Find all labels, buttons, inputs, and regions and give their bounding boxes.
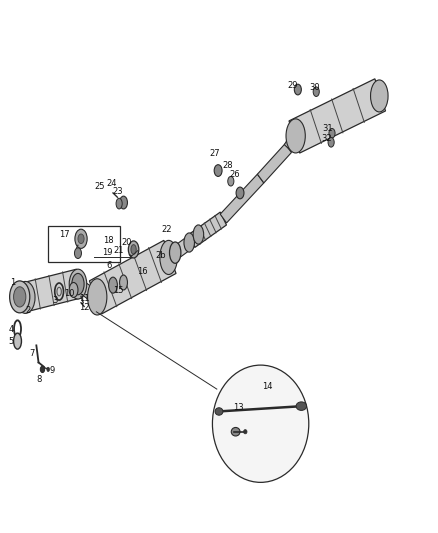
Text: 22: 22	[161, 225, 172, 233]
Text: 4: 4	[8, 325, 14, 334]
Ellipse shape	[74, 248, 81, 259]
Ellipse shape	[75, 229, 87, 248]
Ellipse shape	[128, 241, 139, 258]
Ellipse shape	[214, 165, 222, 176]
Text: 10: 10	[64, 289, 74, 297]
Ellipse shape	[14, 333, 21, 349]
Text: 2b: 2b	[156, 252, 166, 260]
Ellipse shape	[72, 273, 84, 295]
Ellipse shape	[329, 128, 335, 138]
Ellipse shape	[371, 80, 388, 112]
Text: 31: 31	[322, 125, 333, 133]
Ellipse shape	[10, 281, 30, 313]
Ellipse shape	[231, 427, 240, 436]
Ellipse shape	[313, 87, 319, 96]
Text: 20: 20	[122, 238, 132, 247]
Text: 29: 29	[287, 81, 298, 90]
Text: 6: 6	[107, 261, 112, 270]
Ellipse shape	[109, 277, 117, 293]
Ellipse shape	[296, 402, 307, 410]
Text: 21: 21	[113, 246, 124, 255]
Text: 2: 2	[26, 306, 31, 314]
Text: 9: 9	[50, 366, 55, 375]
Ellipse shape	[328, 138, 334, 147]
Ellipse shape	[16, 281, 35, 313]
Text: 23: 23	[112, 188, 123, 196]
Text: 25: 25	[95, 182, 105, 191]
Ellipse shape	[244, 430, 247, 434]
Ellipse shape	[88, 279, 107, 315]
Polygon shape	[89, 240, 176, 314]
Polygon shape	[21, 269, 81, 312]
Polygon shape	[284, 132, 300, 152]
Ellipse shape	[294, 84, 301, 95]
Ellipse shape	[131, 245, 136, 254]
Text: 7: 7	[29, 349, 34, 358]
Text: 30: 30	[309, 84, 320, 92]
Text: 8: 8	[37, 375, 42, 384]
Ellipse shape	[116, 198, 122, 209]
Text: 19: 19	[102, 248, 113, 256]
Ellipse shape	[160, 240, 177, 274]
Text: 13: 13	[233, 403, 244, 412]
Text: 11: 11	[79, 294, 89, 303]
Ellipse shape	[47, 367, 49, 372]
Text: 16: 16	[137, 268, 148, 276]
Ellipse shape	[40, 366, 45, 373]
Ellipse shape	[215, 408, 223, 415]
Text: 12: 12	[79, 303, 89, 312]
Polygon shape	[220, 174, 264, 223]
Text: 18: 18	[103, 237, 114, 245]
Ellipse shape	[236, 187, 244, 199]
Ellipse shape	[78, 234, 84, 244]
Ellipse shape	[69, 269, 87, 299]
Text: 26: 26	[229, 171, 240, 179]
Text: 17: 17	[60, 230, 70, 239]
Polygon shape	[258, 144, 291, 183]
Text: 15: 15	[113, 286, 124, 295]
Text: 1: 1	[11, 278, 16, 287]
Text: 5: 5	[8, 337, 14, 345]
Text: 28: 28	[223, 161, 233, 169]
Text: 14: 14	[262, 382, 272, 391]
Polygon shape	[167, 235, 194, 263]
Ellipse shape	[170, 242, 181, 263]
Polygon shape	[189, 212, 226, 247]
Ellipse shape	[14, 287, 26, 307]
Text: 32: 32	[321, 134, 332, 143]
FancyBboxPatch shape	[48, 226, 120, 262]
Ellipse shape	[120, 196, 127, 209]
Polygon shape	[289, 79, 385, 153]
Ellipse shape	[69, 282, 78, 297]
Ellipse shape	[228, 176, 234, 186]
Polygon shape	[75, 279, 98, 303]
Circle shape	[212, 365, 309, 482]
Ellipse shape	[120, 275, 127, 290]
Ellipse shape	[184, 233, 194, 252]
Text: 24: 24	[106, 180, 117, 188]
Text: 27: 27	[209, 149, 220, 158]
Ellipse shape	[193, 225, 204, 244]
Ellipse shape	[286, 119, 305, 153]
Text: 3: 3	[52, 296, 57, 304]
